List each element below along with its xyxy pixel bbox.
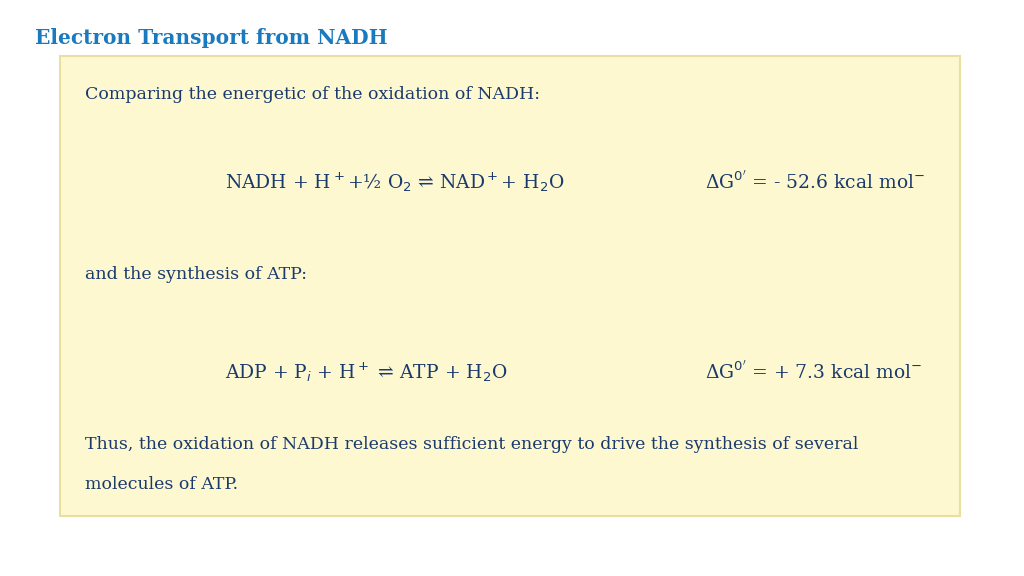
Text: ΔG$^{0'}$ = + 7.3 kcal mol$^{-}$: ΔG$^{0'}$ = + 7.3 kcal mol$^{-}$ — [705, 361, 923, 384]
Text: NADH + H$^+$+½ O$_2$ ⇌ NAD$^+$+ H$_2$O: NADH + H$^+$+½ O$_2$ ⇌ NAD$^+$+ H$_2$O — [225, 171, 564, 195]
Text: molecules of ATP.: molecules of ATP. — [85, 476, 239, 493]
Text: Comparing the energetic of the oxidation of NADH:: Comparing the energetic of the oxidation… — [85, 86, 540, 103]
Text: ADP + P$_i$ + H$^+$ ⇌ ATP + H$_2$O: ADP + P$_i$ + H$^+$ ⇌ ATP + H$_2$O — [225, 361, 507, 384]
Text: ΔG$^{0'}$ = - 52.6 kcal mol$^{-}$: ΔG$^{0'}$ = - 52.6 kcal mol$^{-}$ — [705, 171, 925, 194]
Text: Electron Transport from NADH: Electron Transport from NADH — [35, 28, 388, 48]
Text: Thus, the oxidation of NADH releases sufficient energy to drive the synthesis of: Thus, the oxidation of NADH releases suf… — [85, 436, 858, 453]
FancyBboxPatch shape — [60, 56, 961, 516]
Text: and the synthesis of ATP:: and the synthesis of ATP: — [85, 266, 307, 283]
